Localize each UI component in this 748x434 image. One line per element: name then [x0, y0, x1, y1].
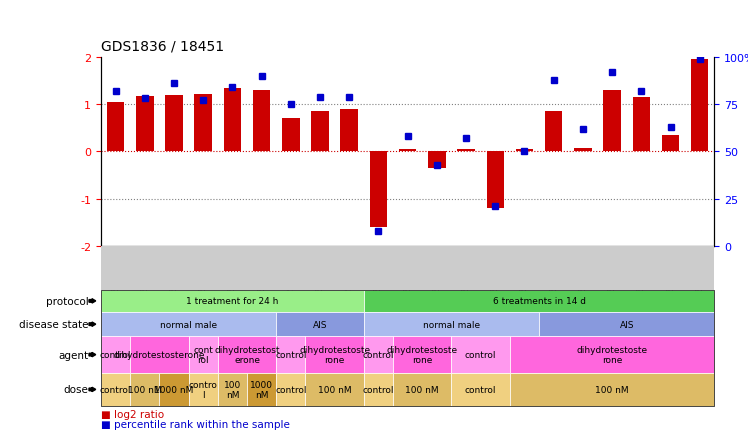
Bar [253, 91, 270, 152]
Text: 100 nM: 100 nM [128, 385, 162, 394]
Text: control: control [99, 350, 132, 359]
Text: control: control [363, 350, 394, 359]
Text: 100 nM: 100 nM [595, 385, 629, 394]
Text: GSM88440: GSM88440 [111, 249, 120, 296]
Text: control: control [363, 385, 394, 394]
Text: GSM88428: GSM88428 [666, 249, 675, 296]
Text: 100 nM: 100 nM [318, 385, 352, 394]
Text: GSM88431: GSM88431 [403, 249, 412, 296]
Text: ■ log2 ratio: ■ log2 ratio [101, 409, 164, 419]
Text: dose: dose [64, 385, 88, 395]
Text: dihydrotestosterone: dihydrotestosterone [114, 350, 205, 359]
Bar [107, 102, 124, 152]
Text: GSM88430: GSM88430 [578, 249, 587, 296]
Text: GSM88436: GSM88436 [432, 249, 441, 296]
Text: GSM88434: GSM88434 [520, 249, 529, 296]
Text: AIS: AIS [619, 320, 634, 329]
Text: GSM88442: GSM88442 [141, 249, 150, 296]
Bar [224, 89, 241, 152]
Text: GSM88424: GSM88424 [374, 249, 383, 296]
Text: GSM88429: GSM88429 [286, 249, 295, 296]
Text: AIS: AIS [313, 320, 328, 329]
Text: GDS1836 / 18451: GDS1836 / 18451 [101, 39, 224, 53]
Text: GSM88438: GSM88438 [199, 249, 208, 296]
Text: 1 treatment for 24 h: 1 treatment for 24 h [186, 297, 278, 306]
Text: GSM88441: GSM88441 [257, 249, 266, 296]
Text: GSM88425: GSM88425 [637, 249, 646, 296]
Text: 100
nM: 100 nM [224, 380, 241, 399]
Text: GSM88422: GSM88422 [170, 249, 179, 296]
Text: cont
rol: cont rol [193, 345, 213, 365]
Bar [194, 95, 212, 152]
Bar [662, 135, 679, 152]
Bar [399, 150, 417, 152]
Text: disease state: disease state [19, 319, 88, 329]
Text: 1000
nM: 1000 nM [250, 380, 273, 399]
Text: GSM88439: GSM88439 [345, 249, 354, 296]
Text: GSM88433: GSM88433 [695, 249, 704, 296]
Text: dihydrotestoste
rone: dihydrotestoste rone [577, 345, 648, 365]
Text: agent: agent [58, 350, 88, 360]
Text: GSM88432: GSM88432 [491, 249, 500, 296]
Text: ■ percentile rank within the sample: ■ percentile rank within the sample [101, 419, 290, 429]
Text: dihydrotestoste
rone: dihydrotestoste rone [299, 345, 370, 365]
Bar [165, 95, 183, 152]
Text: contro
l: contro l [188, 380, 218, 399]
Text: control: control [275, 350, 307, 359]
Bar [282, 119, 300, 152]
Text: control: control [99, 385, 132, 394]
Bar [311, 112, 329, 152]
Text: 6 treatments in 14 d: 6 treatments in 14 d [493, 297, 586, 306]
Text: protocol: protocol [46, 296, 88, 306]
Text: 100 nM: 100 nM [405, 385, 439, 394]
Bar [340, 110, 358, 152]
Bar [515, 150, 533, 152]
Bar [691, 60, 708, 152]
Text: control: control [275, 385, 307, 394]
Text: control: control [465, 385, 497, 394]
Text: GSM88423: GSM88423 [228, 249, 237, 296]
Text: GSM88427: GSM88427 [549, 249, 558, 296]
Text: GSM88435: GSM88435 [316, 249, 325, 296]
Text: normal male: normal male [423, 320, 480, 329]
Text: normal male: normal male [160, 320, 217, 329]
Bar [604, 91, 621, 152]
Text: GSM88426: GSM88426 [462, 249, 470, 296]
Bar [457, 150, 475, 152]
Text: 1000 nM: 1000 nM [154, 385, 194, 394]
Bar [633, 98, 650, 152]
Bar [574, 148, 592, 152]
Text: dihydrotestoste
rone: dihydrotestoste rone [387, 345, 458, 365]
Bar [486, 152, 504, 209]
Bar [545, 112, 562, 152]
Text: GSM88437: GSM88437 [607, 249, 616, 296]
Bar [428, 152, 446, 169]
Text: dihydrotestost
erone: dihydrotestost erone [214, 345, 280, 365]
Bar [370, 152, 387, 227]
Bar [136, 96, 153, 152]
Text: control: control [465, 350, 497, 359]
